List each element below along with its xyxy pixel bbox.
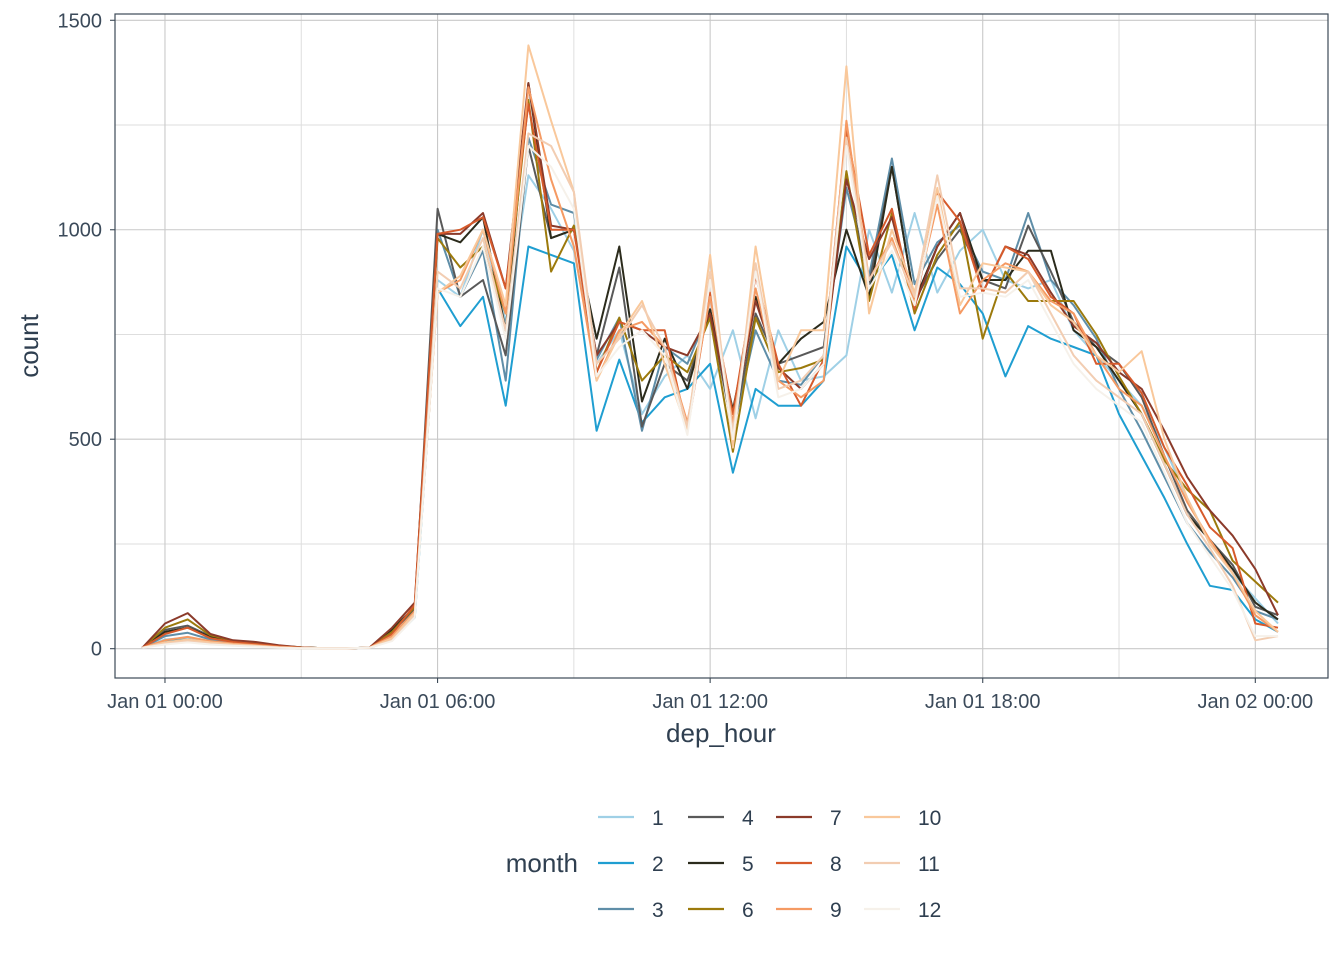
legend-label-month-3: 3 (652, 899, 664, 922)
x-tick-label: Jan 01 18:00 (925, 691, 1041, 713)
minor-gridlines (115, 14, 1328, 678)
y-tick-label: 1500 (58, 10, 103, 32)
legend-label-month-6: 6 (742, 899, 754, 922)
legend-label-month-7: 7 (830, 807, 842, 830)
legend-label-month-4: 4 (742, 807, 754, 830)
x-tick-label: Jan 01 00:00 (107, 691, 223, 713)
legend-label-month-11: 11 (918, 853, 940, 876)
legend-label-month-8: 8 (830, 853, 842, 876)
y-tick-label: 500 (69, 429, 102, 451)
y-tick-label: 0 (91, 639, 102, 661)
series-line-month-12 (142, 145, 1278, 650)
legend-label-month-5: 5 (742, 853, 754, 876)
legend-label-month-2: 2 (652, 853, 664, 876)
y-tick-label: 1000 (58, 220, 103, 242)
legend-label-month-1: 1 (652, 807, 664, 830)
x-tick-label: Jan 01 12:00 (652, 691, 768, 713)
x-axis: Jan 01 00:00 Jan 01 06:00 Jan 01 12:00 Jan … (107, 678, 1313, 713)
legend-label-month-10: 10 (918, 807, 941, 830)
legend-label-month-12: 12 (918, 899, 941, 922)
panel-border (114, 13, 1329, 679)
legend-title: month (506, 848, 578, 878)
x-tick-label: Jan 02 00:00 (1197, 691, 1313, 713)
series-lines (141, 44, 1279, 650)
legend-label-month-9: 9 (830, 899, 842, 922)
x-axis-title: dep_hour (666, 718, 776, 748)
y-axis-title: count (14, 313, 44, 377)
y-axis: 0 500 1000 1500 (58, 10, 115, 661)
x-tick-label: Jan 01 06:00 (380, 691, 496, 713)
